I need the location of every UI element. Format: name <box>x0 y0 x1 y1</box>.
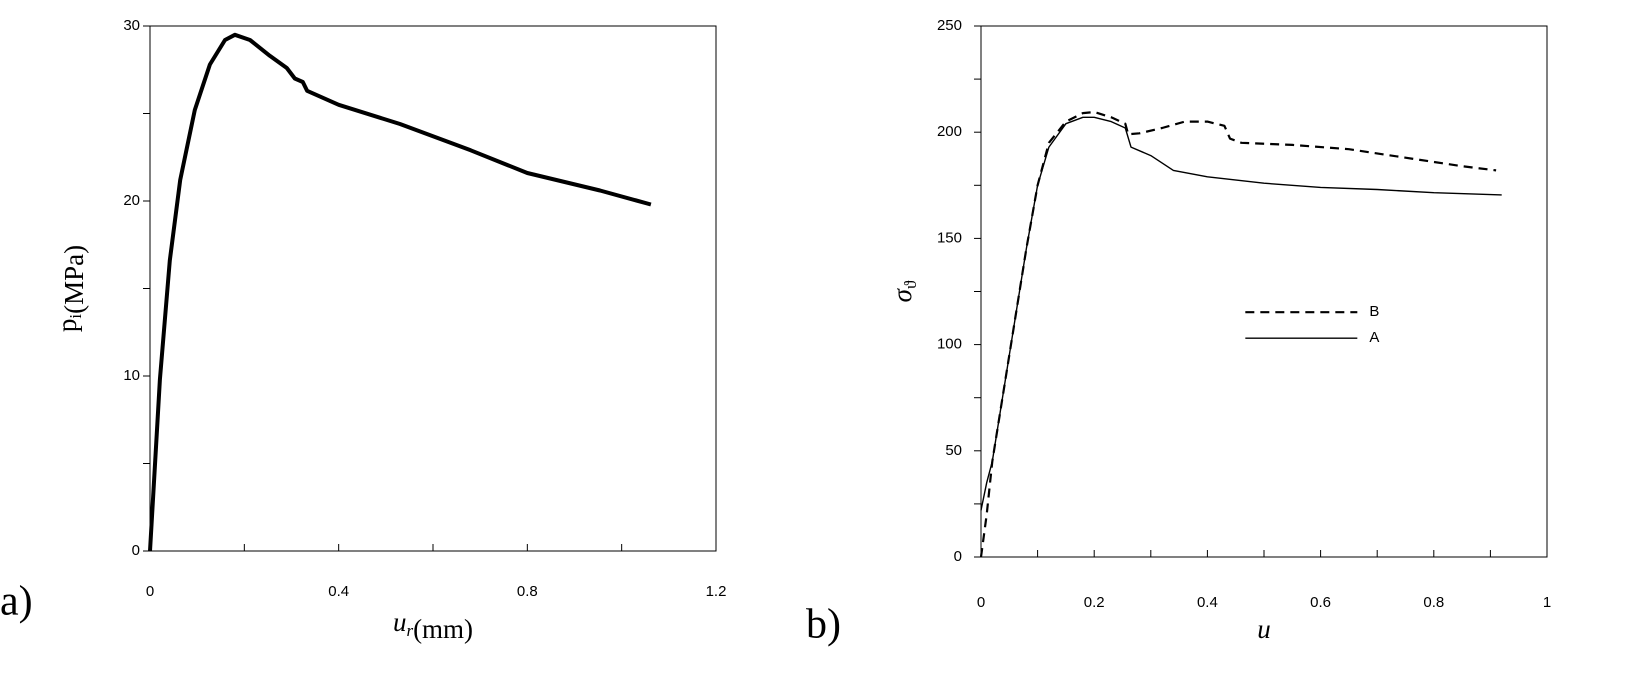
y-tick-label: 10 <box>123 367 140 384</box>
x-axis-label: u <box>1257 614 1271 644</box>
x-tick-label: 0.4 <box>328 583 349 600</box>
series-line <box>979 110 1497 558</box>
y-tick-label: 50 <box>945 442 962 459</box>
x-tick-label: 0.4 <box>1197 594 1218 611</box>
panel-label: a) <box>0 579 33 625</box>
y-tick-label: 20 <box>123 192 140 209</box>
x-tick-label: 0 <box>977 594 985 611</box>
plot-frame <box>149 25 717 552</box>
x-tick-label: 1.2 <box>706 583 727 600</box>
series-line <box>980 116 1502 511</box>
label-unit: (mm) <box>413 614 473 644</box>
label-unit: (MPa) <box>59 245 89 314</box>
legend-label: A <box>1369 329 1379 346</box>
x-tick-label: 0.6 <box>1310 594 1331 611</box>
label-main: σ <box>887 287 917 302</box>
y-tick-label: 200 <box>937 123 962 140</box>
label-main: p <box>52 319 82 333</box>
x-tick-label: 0.8 <box>1423 594 1444 611</box>
label-main: u <box>1257 614 1271 644</box>
y-tick-label: 250 <box>937 17 962 34</box>
y-axis-label: pi(MPa) <box>52 245 89 332</box>
label-sub: r <box>406 621 413 640</box>
label-sub: ϑ <box>901 280 920 289</box>
panel-label: b) <box>806 602 841 648</box>
legend-label: B <box>1369 303 1379 320</box>
x-tick-label: 0.2 <box>1084 594 1105 611</box>
y-tick-label: 0 <box>132 542 140 559</box>
series-line <box>148 32 652 552</box>
y-tick-label: 30 <box>123 17 140 34</box>
label-main: u <box>393 607 407 637</box>
y-tick-label: 100 <box>937 336 962 353</box>
x-tick-label: 1 <box>1543 594 1551 611</box>
y-tick-label: 0 <box>954 548 962 565</box>
x-axis-label: ur(mm) <box>393 607 473 644</box>
plot-frame <box>980 25 1548 558</box>
x-tick-label: 0.8 <box>517 583 538 600</box>
x-tick-label: 0 <box>146 583 154 600</box>
y-axis-label: σϑ <box>887 280 920 302</box>
y-tick-label: 150 <box>937 229 962 246</box>
label-sub: i <box>66 314 85 319</box>
